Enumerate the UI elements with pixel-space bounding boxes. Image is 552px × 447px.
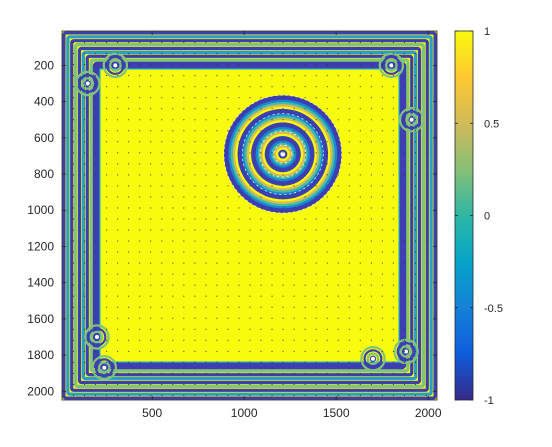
x-axis: 500 1000 1500 2000 <box>142 31 442 420</box>
y-axis: 200 400 600 800 1000 1200 1400 1600 1800 2000 <box>27 58 437 398</box>
y-tick-label: 800 <box>34 167 54 181</box>
defect-marker <box>378 52 405 79</box>
defect-marker <box>102 52 129 79</box>
y-tick-label: 600 <box>34 131 54 145</box>
colorbar-tick-label: 0.5 <box>484 118 499 130</box>
y-tick-label: 2000 <box>27 384 54 398</box>
target-pattern <box>223 94 343 214</box>
boundary-stripe <box>66 35 433 396</box>
boundary-stripe <box>85 54 414 377</box>
target-ring <box>259 130 307 178</box>
colorbar-tick-label: -0.5 <box>484 303 503 315</box>
vector-grid <box>73 42 427 396</box>
boundary-stripe <box>81 50 418 381</box>
boundary-stripe <box>70 39 429 392</box>
target-core <box>279 150 287 158</box>
y-tick-label: 200 <box>34 58 54 72</box>
x-tick-label: 2000 <box>415 406 442 420</box>
target-ring <box>223 94 343 214</box>
colorbar-tick-label: 0 <box>484 211 490 223</box>
x-tick-label: 1500 <box>323 406 350 420</box>
y-tick-label: 1200 <box>27 239 54 253</box>
defect-marker <box>75 70 101 97</box>
defect-marker <box>360 346 386 372</box>
target-ring <box>273 144 293 164</box>
y-tick-label: 1000 <box>27 203 54 217</box>
defect-marker <box>91 355 118 381</box>
boundary-stripe <box>62 31 437 400</box>
defect-marker <box>84 324 110 350</box>
colorbar: 1 0.5 0 -0.5 -1 <box>454 26 503 407</box>
x-tick-label: 1000 <box>231 406 258 420</box>
plot-frame <box>61 30 438 401</box>
y-tick-label: 1600 <box>27 312 54 326</box>
y-tick-label: 1400 <box>27 276 54 290</box>
boundary-stripe <box>89 58 410 373</box>
target-ring <box>241 113 324 195</box>
boundary-stripe <box>77 46 422 385</box>
defect-marker <box>398 107 425 133</box>
defect-marker <box>393 338 419 365</box>
y-tick-label: 1800 <box>27 348 54 362</box>
boundary-stripe <box>73 42 426 389</box>
colorbar-tick-label: -1 <box>484 395 494 407</box>
plot-area <box>62 31 437 400</box>
y-tick-label: 400 <box>34 95 54 109</box>
x-tick-label: 500 <box>142 406 162 420</box>
colorbar-tick-label: 1 <box>484 26 490 38</box>
